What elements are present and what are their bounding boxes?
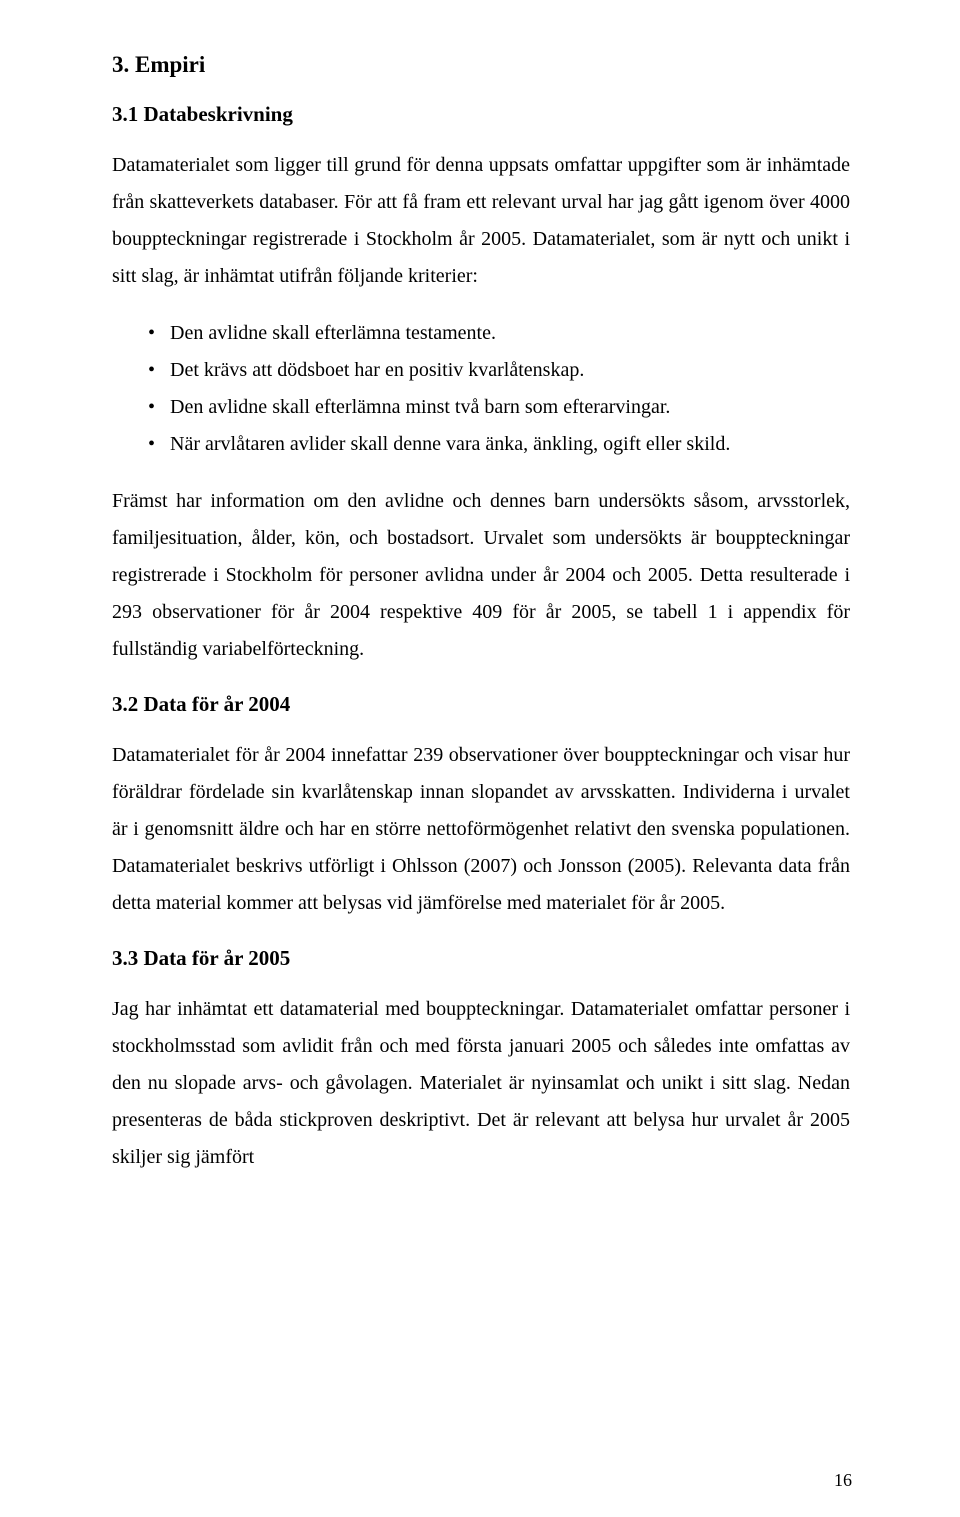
- list-item: När arvlåtaren avlider skall denne vara …: [148, 426, 850, 463]
- paragraph-2004: Datamaterialet för år 2004 innefattar 23…: [112, 737, 850, 922]
- heading-data-2004: 3.2 Data för år 2004: [112, 692, 850, 717]
- criteria-list: Den avlidne skall efterlämna testamente.…: [112, 315, 850, 463]
- page-number: 16: [834, 1470, 852, 1491]
- paragraph-info: Främst har information om den avlidne oc…: [112, 483, 850, 668]
- list-item: Den avlidne skall efterlämna testamente.: [148, 315, 850, 352]
- heading-empiri: 3. Empiri: [112, 52, 850, 78]
- list-item: Den avlidne skall efterlämna minst två b…: [148, 389, 850, 426]
- list-item: Det krävs att dödsboet har en positiv kv…: [148, 352, 850, 389]
- heading-databeskrivning: 3.1 Databeskrivning: [112, 102, 850, 127]
- heading-data-2005: 3.3 Data för år 2005: [112, 946, 850, 971]
- document-page: 3. Empiri 3.1 Databeskrivning Datamateri…: [0, 0, 960, 1517]
- paragraph-2005: Jag har inhämtat ett datamaterial med bo…: [112, 991, 850, 1176]
- paragraph-intro: Datamaterialet som ligger till grund för…: [112, 147, 850, 295]
